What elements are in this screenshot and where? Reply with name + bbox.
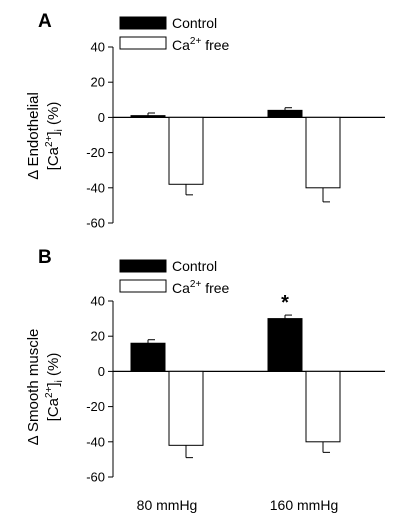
y-tick-label: 0 [98, 110, 105, 125]
legend-swatch-ca-free [119, 36, 167, 50]
y-axis-label-b: Δ Smooth muscle [Ca2+]i (%) [25, 329, 65, 446]
y-tick-label: -60 [86, 470, 105, 485]
panel-letter-a: A [38, 11, 52, 32]
category-label: 160 mmHg [270, 497, 338, 513]
y-tick-label: 0 [98, 364, 105, 379]
y-axis-label-a: Δ Endothelial [Ca2+]i (%) [25, 92, 65, 180]
y-tick-label: -20 [86, 145, 105, 160]
plot-area-b: 40 20 0 -20 -40 -60 * [86, 292, 385, 485]
bar-ca-free [305, 116, 341, 189]
bar-control [267, 109, 303, 118]
legend-b: Control Ca2+ free [119, 258, 230, 296]
panel-a: A Control Ca2+ free Δ Endothelial [Ca2+]… [25, 11, 385, 231]
panel-b: B Control Ca2+ free Δ Smooth muscle [Ca2… [25, 247, 385, 485]
bar-ca-free [168, 370, 204, 446]
y-tick-label: 40 [91, 294, 105, 309]
bar-ca-free [168, 116, 204, 185]
legend-a: Control Ca2+ free [119, 15, 230, 53]
y-tick-label: -20 [86, 399, 105, 414]
y-tick-label: 20 [91, 329, 105, 344]
plot-area-a: 40 20 0 -20 -40 -60 [86, 40, 385, 231]
legend-label-control: Control [172, 15, 217, 31]
legend-label-ca-free: Ca2+ free [172, 279, 230, 296]
y-tick-label: -60 [86, 216, 105, 231]
bar-control [130, 342, 166, 372]
y-tick-label: 40 [91, 40, 105, 55]
svg-text:Δ Smooth muscle: Δ Smooth muscle [25, 329, 42, 446]
legend-swatch-control [119, 16, 167, 30]
svg-text:Δ Endothelial: Δ Endothelial [25, 92, 42, 180]
legend-swatch-ca-free [119, 279, 167, 293]
category-label: 80 mmHg [137, 497, 198, 513]
bar-control [130, 115, 166, 118]
significance-star: * [281, 292, 289, 314]
legend-label-ca-free: Ca2+ free [172, 36, 230, 53]
svg-text:[Ca2+]i (%): [Ca2+]i (%) [44, 102, 65, 171]
bar-ca-free [305, 370, 341, 443]
legend-swatch-control [119, 259, 167, 273]
y-tick-label: -40 [86, 434, 105, 449]
y-tick-label: -40 [86, 180, 105, 195]
panel-letter-b: B [38, 247, 52, 268]
bar-control [267, 318, 303, 372]
svg-text:[Ca2+]i (%): [Ca2+]i (%) [44, 353, 65, 422]
legend-label-control: Control [172, 258, 217, 274]
y-tick-label: 20 [91, 75, 105, 90]
